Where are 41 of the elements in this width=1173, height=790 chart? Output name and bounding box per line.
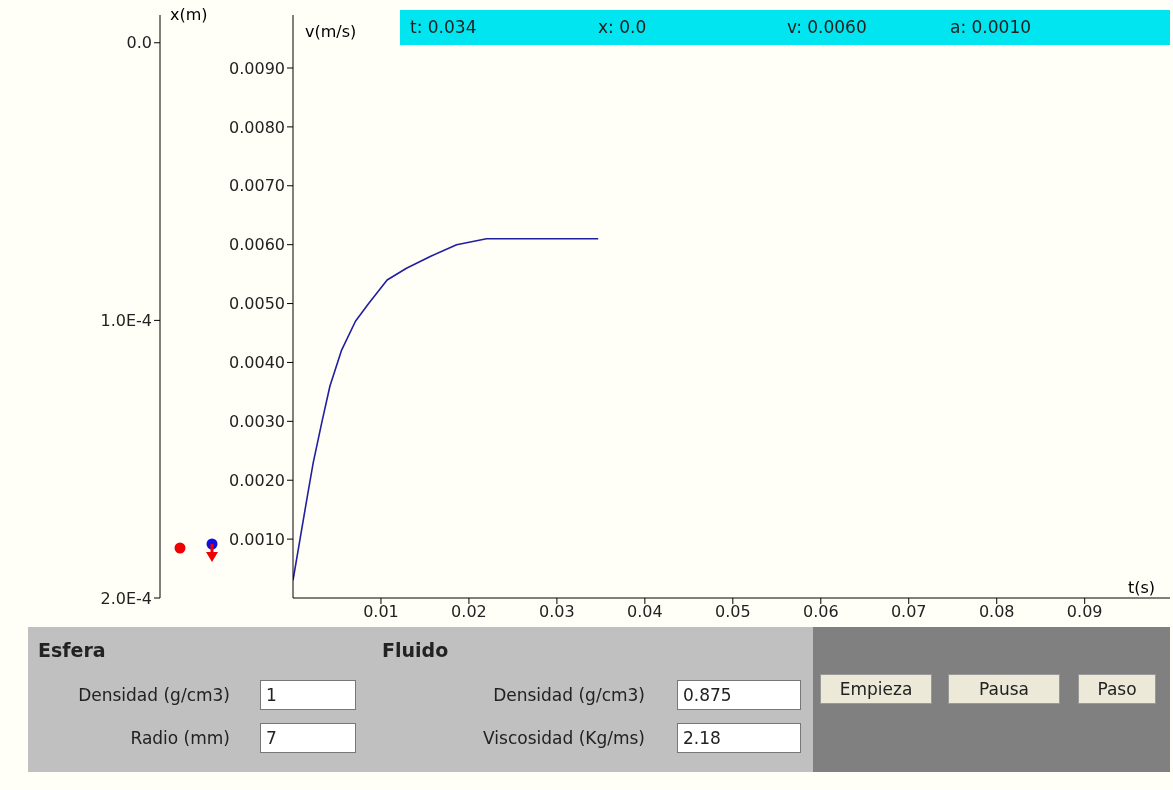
y-tick-label: 0.0090 — [229, 58, 285, 78]
text: Densidad (g/cm3) — [77, 684, 230, 707]
x-tick-label: 0.01 — [363, 602, 399, 622]
text: Viscosidad (Kg/ms) — [482, 727, 645, 750]
x-tick-label: 0.07 — [890, 602, 927, 622]
y-tick-label: 0.0030 — [229, 412, 285, 432]
annotation: t: 0.034 — [410, 16, 478, 39]
text: Esfera — [38, 638, 107, 663]
text: Densidad (g/cm3) — [492, 684, 645, 707]
button: Empieza — [820, 674, 932, 704]
x-tick-label: 0.04 — [627, 602, 663, 622]
x-tick-label: 0.08 — [978, 602, 1015, 622]
y-tick-label: 0.0050 — [229, 294, 285, 314]
y-tick-label: 0.0040 — [229, 353, 285, 373]
x-tick-label: 0.05 — [715, 602, 751, 622]
x-tick-label: 0.09 — [1066, 602, 1103, 622]
y2-axis-title: x(m) — [170, 5, 208, 24]
text: Fluido — [382, 638, 450, 663]
y2-tick-label: 0.0 — [126, 33, 152, 53]
y2-tick-label: 1.0E-4 — [100, 311, 152, 331]
x-tick-label: 0.03 — [539, 602, 575, 622]
y-tick-label: 0.0010 — [229, 529, 285, 549]
text-field: 0.875 — [677, 680, 801, 710]
y-tick-label: 0.0060 — [229, 235, 285, 255]
text-field: 1 — [260, 680, 356, 710]
text: Radio (mm) — [129, 727, 230, 750]
y-tick-label: 0.0080 — [229, 117, 285, 137]
x-tick-label: 0.06 — [802, 602, 839, 622]
y-tick-label: 0.0070 — [229, 176, 285, 196]
text-field: 7 — [260, 723, 356, 753]
y2-tick-label: 2.0E-4 — [100, 588, 152, 608]
button: Paso — [1078, 674, 1156, 704]
text-field: 2.18 — [677, 723, 801, 753]
x-axis-title: t(s) — [1128, 578, 1156, 597]
y-tick-label: 0.0020 — [229, 470, 285, 490]
annotation: v: 0.0060 — [787, 16, 868, 39]
annotation: a: 0.0010 — [950, 16, 1033, 39]
x-tick-label: 0.02 — [451, 602, 487, 622]
y-axis-title: v(m/s) — [305, 22, 357, 41]
button: Pausa — [948, 674, 1060, 704]
annotation: x: 0.0 — [598, 16, 648, 39]
